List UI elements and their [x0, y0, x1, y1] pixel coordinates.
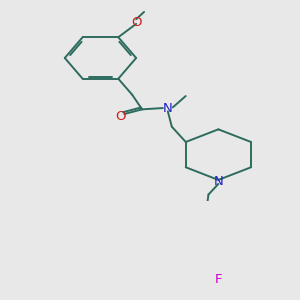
Text: F: F	[214, 273, 222, 286]
Text: O: O	[131, 16, 141, 29]
Text: N: N	[214, 175, 223, 188]
Text: N: N	[163, 101, 173, 115]
Text: O: O	[115, 110, 125, 123]
